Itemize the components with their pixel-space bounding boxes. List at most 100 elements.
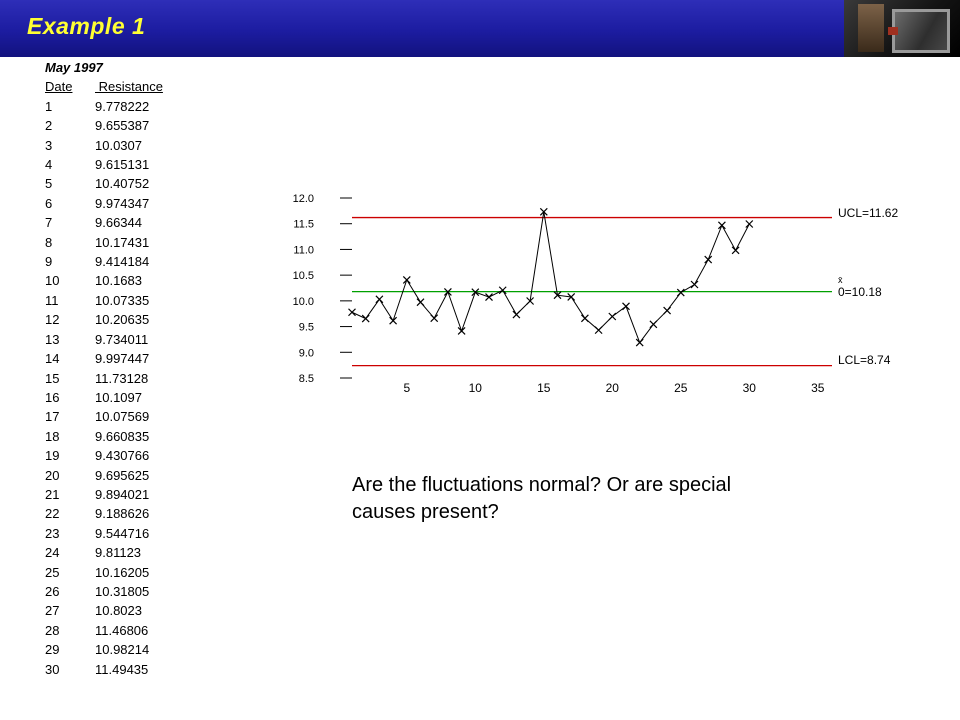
- cell-resistance: 9.66344: [95, 215, 142, 230]
- cell-date: 27: [45, 601, 95, 620]
- cell-resistance: 10.98214: [95, 642, 149, 657]
- table-row: 19.778222: [45, 97, 163, 116]
- center-line-label: x̄ 0=10.18: [838, 275, 882, 299]
- table-row: 2710.8023: [45, 601, 163, 620]
- cell-date: 6: [45, 194, 95, 213]
- photo-red-detail: [888, 27, 898, 35]
- cell-resistance: 9.414184: [95, 254, 149, 269]
- cell-date: 19: [45, 446, 95, 465]
- x-axis-label: 15: [537, 381, 551, 395]
- y-axis-label: 12.0: [293, 193, 314, 205]
- cell-date: 2: [45, 116, 95, 135]
- cell-date: 24: [45, 543, 95, 562]
- photo-frame-detail: [892, 9, 950, 53]
- cell-resistance: 9.544716: [95, 526, 149, 541]
- y-axis-label: 9.0: [299, 347, 314, 359]
- cell-resistance: 10.16205: [95, 565, 149, 580]
- cell-date: 4: [45, 155, 95, 174]
- slide-title: Example 1: [27, 13, 145, 40]
- data-table: May 1997 Date Resistance 19.77822229.655…: [45, 58, 163, 679]
- y-axis-label: 11.0: [293, 244, 314, 256]
- table-row: 1010.1683: [45, 271, 163, 290]
- cell-resistance: 10.0307: [95, 138, 142, 153]
- cell-resistance: 10.07569: [95, 409, 149, 424]
- x-axis-label: 20: [606, 381, 620, 395]
- photo-accent-detail: [858, 4, 884, 52]
- table-row: 2910.98214: [45, 640, 163, 659]
- table-row: 189.660835: [45, 427, 163, 446]
- cell-resistance: 9.997447: [95, 351, 149, 366]
- control-chart: 12.011.511.010.510.09.59.08.551015202530…: [280, 185, 840, 410]
- y-axis-label: 10.0: [293, 296, 314, 308]
- table-row: 1511.73128: [45, 369, 163, 388]
- table-row: 79.66344: [45, 213, 163, 232]
- cell-date: 23: [45, 524, 95, 543]
- cell-resistance: 10.20635: [95, 312, 149, 327]
- cell-resistance: 9.894021: [95, 487, 149, 502]
- cell-resistance: 11.73128: [95, 371, 148, 386]
- table-row: 1710.07569: [45, 407, 163, 426]
- table-row: 3011.49435: [45, 660, 163, 679]
- col-header-resistance: Resistance: [95, 79, 163, 94]
- cell-resistance: 11.49435: [95, 662, 148, 677]
- cell-resistance: 9.778222: [95, 99, 149, 114]
- table-row: 2510.16205: [45, 563, 163, 582]
- cell-resistance: 9.430766: [95, 448, 149, 463]
- table-row: 510.40752: [45, 174, 163, 193]
- center-line-label-sup: x̄: [838, 275, 882, 285]
- cell-date: 3: [45, 136, 95, 155]
- cell-date: 25: [45, 563, 95, 582]
- center-line-label-main: 0=10.18: [838, 285, 882, 299]
- table-body: 19.77822229.655387310.030749.615131510.4…: [45, 97, 163, 679]
- question-text: Are the fluctuations normal? Or are spec…: [352, 472, 852, 526]
- cell-date: 10: [45, 271, 95, 290]
- x-axis-label: 5: [403, 381, 410, 395]
- table-row: 1210.20635: [45, 310, 163, 329]
- cell-date: 15: [45, 369, 95, 388]
- cell-date: 11: [45, 291, 95, 310]
- table-row: 209.695625: [45, 466, 163, 485]
- cell-date: 12: [45, 310, 95, 329]
- table-header: Date Resistance: [45, 77, 163, 96]
- table-row: 69.974347: [45, 194, 163, 213]
- header-photo: [844, 0, 960, 57]
- header-bar: Example 1: [0, 0, 960, 57]
- cell-resistance: 10.31805: [95, 584, 149, 599]
- table-row: 229.188626: [45, 504, 163, 523]
- slide: Example 1 May 1997 Date Resistance 19.77…: [0, 0, 960, 720]
- cell-date: 5: [45, 174, 95, 193]
- cell-resistance: 9.81123: [95, 545, 141, 560]
- cell-date: 29: [45, 640, 95, 659]
- y-axis-label: 10.5: [293, 270, 314, 282]
- cell-resistance: 10.07335: [95, 293, 149, 308]
- table-row: 29.655387: [45, 116, 163, 135]
- cell-date: 20: [45, 466, 95, 485]
- cell-date: 18: [45, 427, 95, 446]
- cell-resistance: 10.1097: [95, 390, 142, 405]
- cell-resistance: 9.188626: [95, 506, 149, 521]
- table-row: 199.430766: [45, 446, 163, 465]
- cell-date: 1: [45, 97, 95, 116]
- x-axis-label: 30: [743, 381, 757, 395]
- x-axis-label: 35: [811, 381, 825, 395]
- table-row: 310.0307: [45, 136, 163, 155]
- table-row: 239.544716: [45, 524, 163, 543]
- table-row: 149.997447: [45, 349, 163, 368]
- cell-resistance: 10.8023: [95, 603, 142, 618]
- table-row: 219.894021: [45, 485, 163, 504]
- series-line: [352, 212, 749, 343]
- cell-date: 9: [45, 252, 95, 271]
- cell-date: 14: [45, 349, 95, 368]
- control-chart-svg: 12.011.511.010.510.09.59.08.551015202530…: [280, 185, 840, 410]
- cell-date: 13: [45, 330, 95, 349]
- question-line-2: causes present?: [352, 499, 852, 526]
- cell-resistance: 9.615131: [95, 157, 149, 172]
- cell-resistance: 10.40752: [95, 176, 149, 191]
- cell-resistance: 9.734011: [95, 332, 148, 347]
- cell-date: 26: [45, 582, 95, 601]
- cell-date: 28: [45, 621, 95, 640]
- cell-date: 22: [45, 504, 95, 523]
- cell-date: 16: [45, 388, 95, 407]
- cell-resistance: 10.1683: [95, 273, 142, 288]
- lcl-label: LCL=8.74: [838, 353, 890, 367]
